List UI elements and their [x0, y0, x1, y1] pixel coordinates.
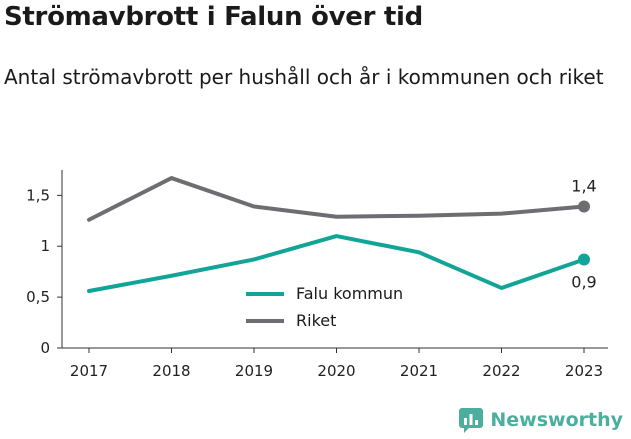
y-tick-label-0: 0 [40, 339, 50, 357]
chart-subtitle: Antal strömavbrott per hushåll och år i … [4, 65, 604, 89]
data-point-0-2023 [578, 253, 590, 266]
x-tick-label-2021: 2021 [400, 362, 438, 380]
legend-label-falu: Falu kommun [296, 284, 404, 303]
x-tick-label-2019: 2019 [235, 362, 273, 380]
end-label-0: 0,9 [571, 272, 596, 291]
x-tick-label-2022: 2022 [482, 362, 520, 380]
y-tick-label-2: 1 [40, 237, 50, 255]
y-tick-label-3: 1,5 [26, 186, 50, 204]
x-tick-label-2023: 2023 [565, 362, 603, 380]
x-tick-label-2020: 2020 [317, 362, 355, 380]
legend-swatch-riket [246, 318, 284, 323]
x-tick-label-2017: 2017 [70, 362, 108, 380]
end-label-1: 1,4 [571, 177, 596, 196]
chart-title: Strömavbrott i Falun över tid [4, 2, 423, 32]
legend-item-falu: Falu kommun [246, 280, 403, 307]
y-tick-label-1: 0,5 [26, 288, 50, 306]
series-line-1 [87, 176, 586, 222]
legend: Falu kommun Riket [246, 280, 403, 334]
data-point-1-2023 [578, 200, 590, 213]
series-line-0 [87, 234, 586, 294]
legend-swatch-falu [246, 291, 284, 296]
x-tick-label-2018: 2018 [152, 362, 190, 380]
brand-name: Newsworthy [490, 409, 623, 431]
brand: Newsworthy [458, 407, 623, 433]
legend-label-riket: Riket [296, 311, 337, 330]
bar-chart-logo-icon [459, 408, 484, 433]
legend-item-riket: Riket [246, 307, 403, 334]
